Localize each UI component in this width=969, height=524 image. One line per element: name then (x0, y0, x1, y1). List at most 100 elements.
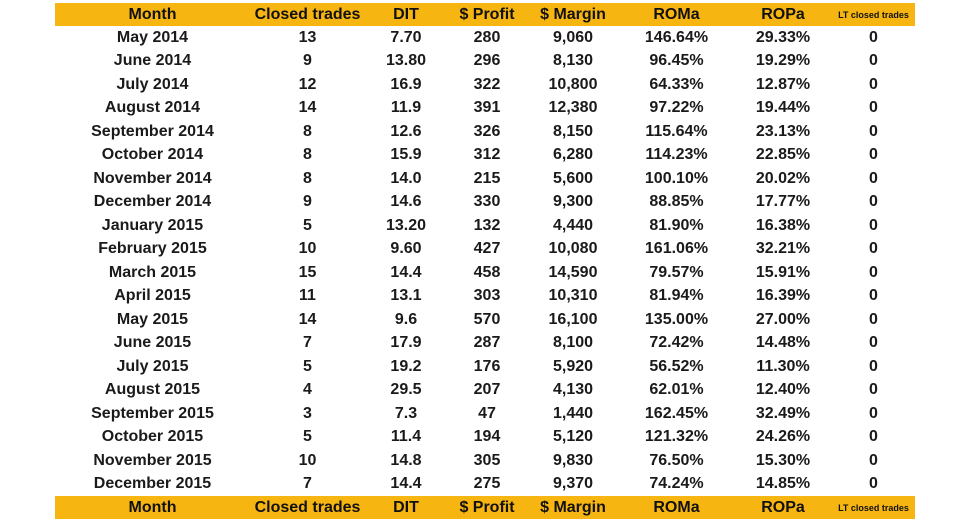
cell-closed-trades: 10 (298, 451, 317, 469)
cell-closed-trades: 9 (303, 52, 312, 70)
cell-ropa: 17.77% (755, 193, 811, 211)
cell-profit: 427 (473, 240, 501, 258)
cell-profit: 132 (473, 216, 501, 234)
cell-dit: 15.9 (390, 146, 422, 164)
cell-margin: 4,440 (552, 216, 594, 234)
cell-month: November 2015 (93, 451, 212, 469)
cell-lt-closed-trades: 0 (869, 475, 878, 493)
cell-ropa: 16.38% (755, 216, 811, 234)
cell-closed-trades: 8 (303, 169, 312, 187)
cell-roma: 162.45% (644, 404, 709, 422)
table-row: March 2015 15 14.4 458 14,590 79.57% 15.91% 0 (55, 261, 915, 285)
cell-dit: 14.8 (390, 451, 422, 469)
cell-ropa: 19.44% (755, 99, 811, 117)
footer-month: Month (128, 498, 177, 516)
cell-ropa: 14.85% (755, 475, 811, 493)
cell-ropa: 29.33% (755, 28, 811, 46)
cell-roma: 114.23% (645, 146, 708, 164)
footer-margin: $ Margin (540, 498, 606, 516)
cell-dit: 14.6 (390, 193, 422, 211)
cell-ropa: 32.21% (755, 240, 811, 258)
cell-ropa: 23.13% (755, 122, 811, 140)
table-row: September 2015 3 7.3 47 1,440 162.45% 32.49% 0 (55, 402, 915, 426)
cell-dit: 12.6 (390, 122, 422, 140)
cell-dit: 14.0 (390, 169, 422, 187)
cell-dit: 14.4 (390, 475, 422, 493)
cell-closed-trades: 11 (299, 287, 316, 305)
cell-month: August 2014 (104, 99, 201, 117)
cell-lt-closed-trades: 0 (869, 428, 878, 446)
cell-month: May 2015 (116, 310, 189, 328)
cell-dit: 13.80 (385, 52, 427, 70)
table-row: August 2015 4 29.5 207 4,130 62.01% 12.40% 0 (55, 379, 915, 403)
cell-ropa: 19.29% (755, 52, 811, 70)
header-dit: DIT (393, 5, 419, 23)
cell-margin: 5,920 (552, 357, 594, 375)
header-profit: $ Profit (459, 5, 515, 23)
cell-ropa: 14.48% (755, 334, 811, 352)
table-row: June 2014 9 13.80 296 8,130 96.45% 19.29% 0 (55, 50, 915, 74)
cell-lt-closed-trades: 0 (869, 52, 878, 70)
cell-margin: 9,830 (552, 451, 594, 469)
footer-lt-closed-trades: LT closed trades (838, 502, 909, 513)
cell-profit: 458 (473, 263, 501, 281)
cell-dit: 13.1 (390, 287, 422, 305)
table-row: April 2015 11 13.1 303 10,310 81.94% 16.39% 0 (55, 285, 915, 309)
cell-month: November 2014 (93, 169, 212, 187)
cell-ropa: 11.30% (756, 357, 810, 375)
cell-margin: 9,300 (552, 193, 594, 211)
cell-month: September 2014 (91, 122, 214, 140)
cell-roma: 81.90% (649, 216, 704, 234)
cell-closed-trades: 4 (303, 381, 312, 399)
cell-month: June 2014 (113, 52, 192, 70)
cell-margin: 1,440 (552, 404, 594, 422)
cell-profit: 287 (473, 334, 501, 352)
table-row: December 2014 9 14.6 330 9,300 88.85% 17.77% 0 (55, 191, 915, 215)
cell-month: October 2014 (101, 146, 204, 164)
cell-roma: 56.52% (649, 357, 704, 375)
cell-profit: 322 (473, 75, 501, 93)
cell-margin: 4,130 (552, 381, 594, 399)
cell-dit: 11.4 (390, 428, 422, 446)
cell-roma: 96.45% (649, 52, 704, 70)
cell-ropa: 12.40% (755, 381, 811, 399)
cell-month: June 2015 (113, 334, 192, 352)
cell-dit: 9.6 (394, 310, 418, 328)
cell-lt-closed-trades: 0 (869, 99, 878, 117)
cell-profit: 330 (473, 193, 501, 211)
cell-lt-closed-trades: 0 (869, 310, 878, 328)
cell-dit: 13.20 (385, 216, 427, 234)
cell-margin: 5,120 (552, 428, 594, 446)
cell-month: October 2015 (101, 428, 204, 446)
cell-closed-trades: 15 (298, 263, 317, 281)
cell-roma: 161.06% (644, 240, 709, 258)
cell-lt-closed-trades: 0 (869, 357, 878, 375)
cell-profit: 194 (473, 428, 501, 446)
cell-roma: 79.57% (649, 263, 704, 281)
header-margin: $ Margin (540, 5, 606, 23)
cell-roma: 81.94% (649, 287, 704, 305)
cell-dit: 16.9 (390, 75, 422, 93)
cell-dit: 7.70 (390, 28, 422, 46)
cell-month: December 2015 (93, 475, 212, 493)
cell-month: September 2015 (91, 404, 214, 422)
cell-month: July 2015 (116, 357, 189, 375)
cell-ropa: 12.87% (755, 75, 811, 93)
table-row: August 2014 14 11.9 391 12,380 97.22% 19.44% 0 (55, 97, 915, 121)
cell-closed-trades: 10 (298, 240, 317, 258)
cell-profit: 391 (473, 99, 501, 117)
cell-month: May 2014 (116, 28, 189, 46)
cell-closed-trades: 5 (303, 428, 312, 446)
cell-profit: 296 (473, 52, 501, 70)
cell-month: March 2015 (108, 263, 197, 281)
cell-roma: 115.64% (645, 122, 708, 140)
cell-lt-closed-trades: 0 (869, 75, 878, 93)
cell-lt-closed-trades: 0 (869, 263, 878, 281)
table-row: October 2015 5 11.4 194 5,120 121.32% 24.26% 0 (55, 426, 915, 450)
cell-dit: 11.9 (390, 99, 422, 117)
cell-month: April 2015 (114, 287, 191, 305)
cell-profit: 312 (473, 146, 501, 164)
table-row: February 2015 10 9.60 427 10,080 161.06% 32.21… (55, 238, 915, 262)
cell-margin: 8,130 (552, 52, 594, 70)
cell-closed-trades: 14 (298, 310, 317, 328)
